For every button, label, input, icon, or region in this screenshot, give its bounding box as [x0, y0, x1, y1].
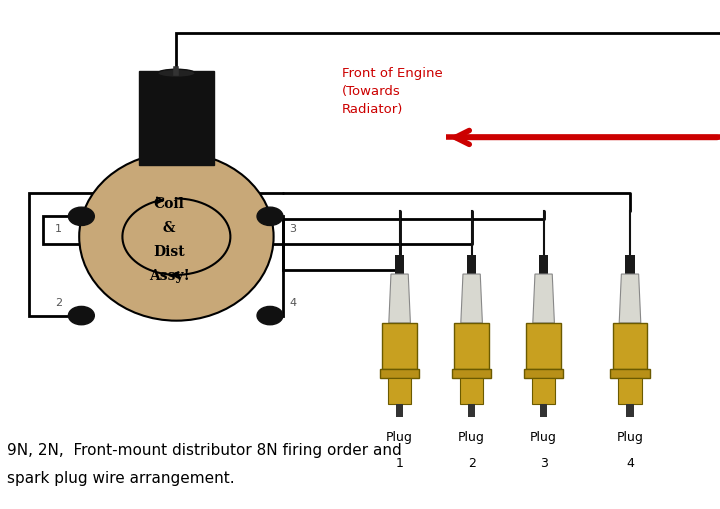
Text: 1: 1: [55, 224, 62, 234]
Text: 4: 4: [626, 457, 634, 470]
Text: Plug: Plug: [616, 431, 644, 444]
FancyBboxPatch shape: [382, 323, 417, 369]
FancyBboxPatch shape: [452, 369, 492, 378]
FancyBboxPatch shape: [539, 254, 549, 274]
Text: Front of Engine
(Towards
Radiator): Front of Engine (Towards Radiator): [342, 67, 443, 116]
Text: Assy!: Assy!: [149, 269, 189, 284]
Ellipse shape: [158, 69, 195, 77]
FancyBboxPatch shape: [388, 378, 411, 404]
Text: 1: 1: [396, 457, 403, 470]
FancyBboxPatch shape: [611, 369, 650, 378]
FancyBboxPatch shape: [532, 378, 555, 404]
Text: 3: 3: [540, 457, 547, 470]
FancyBboxPatch shape: [138, 71, 215, 165]
Text: 2: 2: [55, 298, 62, 308]
FancyBboxPatch shape: [454, 323, 489, 369]
FancyBboxPatch shape: [380, 369, 420, 378]
Text: Coil: Coil: [154, 196, 184, 211]
Text: Plug: Plug: [386, 431, 413, 444]
Text: 9N, 2N,  Front-mount distributor 8N firing order and: 9N, 2N, Front-mount distributor 8N firin…: [7, 443, 402, 458]
Circle shape: [257, 306, 283, 325]
Ellipse shape: [79, 153, 274, 321]
FancyBboxPatch shape: [460, 378, 483, 404]
Circle shape: [68, 207, 94, 225]
FancyBboxPatch shape: [395, 254, 405, 274]
Text: Plug: Plug: [530, 431, 557, 444]
Circle shape: [68, 306, 94, 325]
FancyBboxPatch shape: [396, 404, 403, 417]
FancyBboxPatch shape: [540, 404, 547, 417]
Text: 3: 3: [289, 224, 297, 234]
FancyBboxPatch shape: [526, 323, 561, 369]
Text: spark plug wire arrangement.: spark plug wire arrangement.: [7, 471, 235, 486]
FancyBboxPatch shape: [468, 404, 475, 417]
Circle shape: [257, 207, 283, 225]
Text: 4: 4: [289, 298, 297, 308]
FancyBboxPatch shape: [626, 404, 634, 417]
Polygon shape: [533, 274, 554, 323]
FancyBboxPatch shape: [618, 378, 642, 404]
Text: Plug: Plug: [458, 431, 485, 444]
FancyBboxPatch shape: [467, 254, 477, 274]
Text: 2: 2: [468, 457, 475, 470]
Polygon shape: [619, 274, 641, 323]
FancyBboxPatch shape: [524, 369, 564, 378]
FancyBboxPatch shape: [613, 323, 647, 369]
Polygon shape: [461, 274, 482, 323]
Text: Dist: Dist: [153, 245, 185, 259]
Polygon shape: [389, 274, 410, 323]
FancyBboxPatch shape: [625, 254, 635, 274]
Text: &: &: [163, 220, 176, 235]
